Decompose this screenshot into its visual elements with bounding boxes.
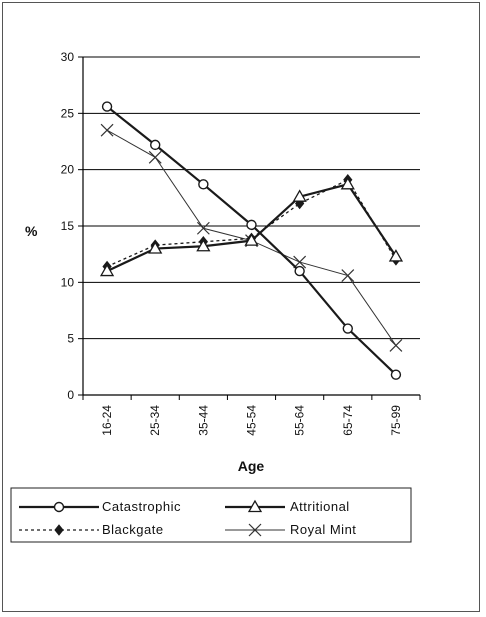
point-royal-mint-16-24-b [100, 123, 114, 137]
y-tick-label-10: 10 [61, 275, 75, 289]
x-tick-label-75-99: 75-99 [389, 405, 403, 436]
point-attritional-16-24 [99, 263, 115, 277]
y-axis-label: % [25, 223, 38, 239]
legend-marker-blackgate [54, 524, 64, 536]
point-catastrophic-65-74 [342, 323, 353, 334]
point-royal-mint-25-34 [148, 150, 162, 164]
point-catastrophic-75-99 [390, 369, 402, 380]
legend-item-royal-mint: Royal Mint [225, 522, 356, 537]
series-attritional [99, 177, 404, 277]
point-attritional-65-74 [340, 177, 355, 190]
x-axis-label: Age [238, 458, 265, 474]
y-tick-labels: 0 5 10 15 20 25 30 [61, 50, 75, 402]
point-royal-mint-35-44-b [196, 221, 210, 235]
point-royal-mint-35-44 [196, 221, 210, 235]
axes [78, 56, 421, 400]
legend-marker-royal-mint-b [248, 523, 262, 537]
legend-marker-attritional [247, 499, 263, 513]
point-catastrophic-55-64 [294, 265, 305, 277]
y-tick-label-30: 30 [61, 50, 75, 64]
y-tick-label-5: 5 [67, 332, 74, 346]
point-attritional-25-34 [148, 241, 163, 254]
legend-marker-royal-mint [248, 523, 262, 537]
point-catastrophic-45-54 [246, 219, 257, 231]
point-royal-mint-25-34-b [148, 150, 162, 164]
x-tick-label-55-64: 55-64 [293, 405, 307, 436]
y-tick-label-15: 15 [61, 219, 75, 233]
y-tick-label-20: 20 [61, 163, 75, 177]
x-tick-label-16-24: 16-24 [100, 405, 114, 436]
point-royal-mint-16-24 [100, 123, 114, 137]
point-catastrophic-25-34 [150, 139, 161, 151]
legend-label-royal-mint: Royal Mint [290, 522, 356, 537]
series-catastrophic [101, 101, 402, 380]
point-attritional-75-99 [388, 249, 404, 262]
y-tick-label-0: 0 [67, 388, 74, 402]
legend-item-attritional: Attritional [225, 499, 350, 514]
line-chart: 0 5 10 15 20 25 30 16-24 25-34 35-44 45-54 55-64 65… [10, 50, 421, 543]
point-royal-mint-75-99 [389, 339, 403, 352]
legend-label-blackgate: Blackgate [102, 522, 164, 537]
point-royal-mint-65-74 [341, 269, 355, 282]
legend: Catastrophic Attritional Blackgate Royal Mi… [10, 487, 412, 543]
series-group [99, 101, 404, 380]
point-catastrophic-35-44 [198, 179, 209, 190]
chart-frame: 0 5 10 15 20 25 30 16-24 25-34 35-44 45-54 55-64 65… [2, 2, 480, 612]
legend-item-blackgate: Blackgate [19, 522, 164, 537]
point-royal-mint-65-74-b [341, 269, 355, 282]
point-attritional-35-44 [196, 238, 211, 252]
x-tick-label-45-54: 45-54 [245, 405, 259, 436]
point-catastrophic-16-24 [101, 101, 113, 112]
legend-label-catastrophic: Catastrophic [102, 499, 181, 514]
point-attritional-45-54 [244, 233, 259, 246]
point-royal-mint-75-99-b [389, 339, 403, 352]
legend-box [10, 487, 412, 543]
x-tick-labels: 16-24 25-34 35-44 45-54 55-64 65-74 75-99 [100, 405, 403, 436]
legend-marker-catastrophic [53, 501, 65, 513]
y-tick-label-25: 25 [61, 106, 75, 120]
x-tick-label-35-44: 35-44 [196, 405, 210, 436]
point-attritional-55-64 [292, 189, 307, 202]
legend-label-attritional: Attritional [290, 499, 350, 514]
x-tick-label-25-34: 25-34 [148, 405, 162, 436]
x-tick-label-65-74: 65-74 [341, 405, 355, 436]
legend-item-catastrophic: Catastrophic [19, 499, 181, 514]
